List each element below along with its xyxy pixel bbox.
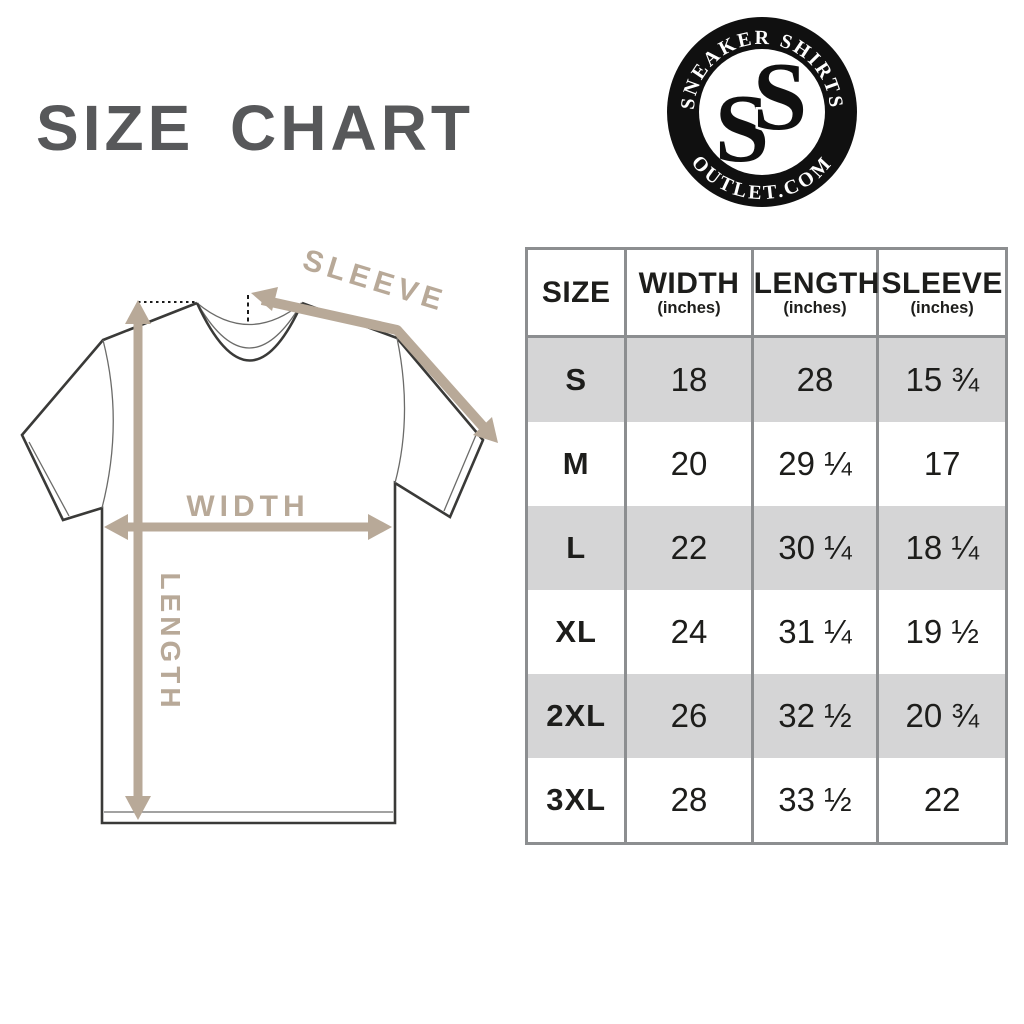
- cell-width: 26: [624, 674, 753, 758]
- table-row: L 22 30 ¼ 18 ¼: [526, 506, 1007, 590]
- col-header-length-sub: (inches): [783, 298, 847, 317]
- cell-length: 29 ¼: [750, 422, 878, 506]
- monogram-s-front: S: [753, 43, 808, 151]
- brand-logo: SNEAKER SHIRTS OUTLET.COM S S: [667, 17, 857, 207]
- col-header-width-sub: (inches): [657, 298, 721, 317]
- size-table: SIZE WIDTH (inches) LENGTH (inches) SLEE…: [525, 247, 1008, 845]
- size-table-body: S 18 28 15 ¾ M 20 29 ¼ 17 L 22 30 ¼ 18 ¼ XL 24 31 ¼ 19 …: [526, 336, 1007, 844]
- col-header-length-label: LENGTH: [753, 267, 880, 301]
- col-header-sleeve-sub: (inches): [910, 298, 974, 317]
- length-arrow: [125, 300, 151, 820]
- table-row: XL 24 31 ¼ 19 ½: [527, 590, 1007, 674]
- table-row: 3XL 28 33 ½ 22: [527, 758, 1007, 844]
- page-title: SIZE CHART: [36, 92, 474, 164]
- col-header-size: SIZE: [526, 248, 626, 338]
- cell-length: 33 ½: [750, 758, 878, 844]
- cell-width: 28: [624, 758, 753, 844]
- header-row: SIZE WIDTH (inches) LENGTH (inches) SLEE…: [526, 248, 1007, 338]
- cell-size: 3XL: [546, 782, 607, 817]
- table-row: M 20 29 ¼ 17: [527, 422, 1007, 506]
- tshirt-body-path: [20, 301, 485, 825]
- length-label: LENGTH: [155, 572, 186, 711]
- cell-sleeve: 20 ¾: [876, 674, 1007, 758]
- sleeve-label: SLEEVE: [299, 250, 451, 318]
- width-arrow: [104, 514, 392, 540]
- cell-sleeve: 15 ¾: [876, 336, 1007, 422]
- cell-length: 28: [750, 336, 878, 422]
- cell-width: 18: [624, 336, 753, 422]
- size-table-header: SIZE WIDTH (inches) LENGTH (inches) SLEE…: [526, 248, 1007, 338]
- cell-length: 31 ¼: [750, 590, 878, 674]
- cell-sleeve: 18 ¼: [876, 506, 1007, 590]
- cell-size: 2XL: [546, 698, 607, 733]
- left-armhole-seam: [101, 339, 114, 509]
- cell-size: L: [566, 530, 587, 565]
- cell-width: 22: [624, 506, 753, 590]
- col-header-width: WIDTH (inches): [624, 248, 753, 338]
- cell-size: XL: [555, 614, 597, 649]
- collar-front-line: [195, 302, 304, 362]
- logo-inner-circle: [699, 49, 825, 175]
- cell-sleeve: 19 ½: [876, 590, 1007, 674]
- col-header-sleeve-label: SLEEVE: [881, 267, 1003, 301]
- cell-width: 24: [624, 590, 753, 674]
- tshirt-measurement-diagram: SLEEVE WIDTH LENGTH: [20, 250, 498, 825]
- cell-sleeve: 17: [876, 422, 1007, 506]
- collar-inner-line: [198, 305, 301, 349]
- tshirt-outline: [20, 301, 485, 825]
- col-header-length: LENGTH (inches): [750, 248, 880, 338]
- table-row: 2XL 26 32 ½ 20 ¾: [526, 674, 1007, 758]
- cell-sleeve: 22: [876, 758, 1007, 844]
- left-sleeve-hem-line: [28, 441, 70, 517]
- sleeve-arrow: [251, 287, 498, 443]
- col-header-size-label: SIZE: [541, 275, 611, 309]
- col-header-width-label: WIDTH: [638, 267, 740, 301]
- right-sleeve-hem-line: [443, 434, 477, 512]
- monogram-s-back: S: [715, 75, 770, 183]
- cell-length: 32 ½: [750, 674, 878, 758]
- col-header-sleeve: SLEEVE (inches): [876, 248, 1007, 338]
- cell-size: M: [562, 446, 590, 481]
- logo-ss-monogram: S S: [715, 41, 810, 184]
- cell-size: S: [565, 362, 588, 397]
- cell-length: 30 ¼: [750, 506, 878, 590]
- table-row: S 18 28 15 ¾: [526, 336, 1007, 422]
- width-label: WIDTH: [186, 490, 309, 523]
- right-armhole-seam: [394, 337, 406, 484]
- cell-width: 20: [624, 422, 753, 506]
